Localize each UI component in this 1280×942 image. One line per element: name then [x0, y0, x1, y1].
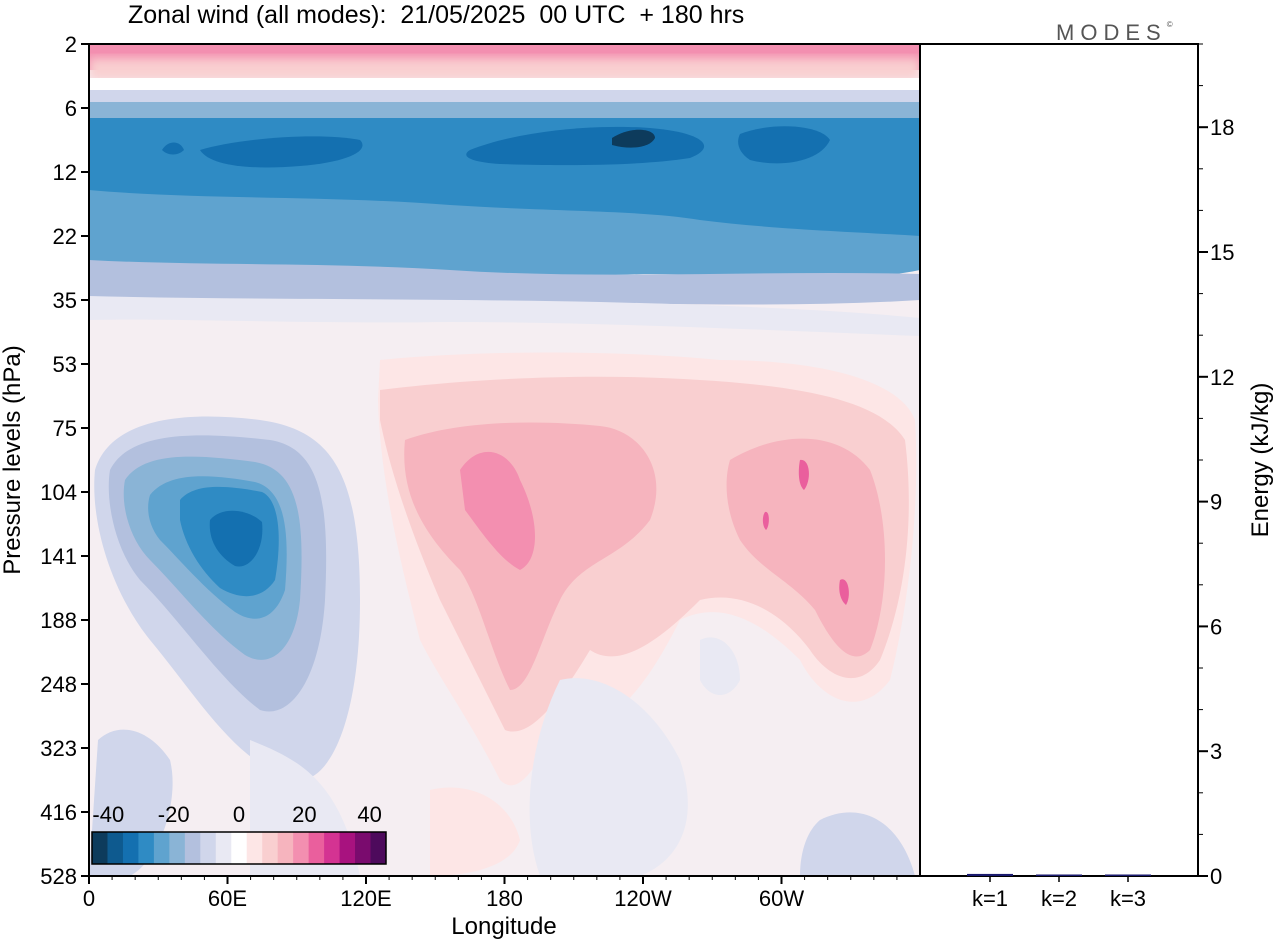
colorbar-swatch [215, 832, 232, 864]
energy-tick-label: 0 [1210, 864, 1222, 889]
colorbar-frame [91, 831, 387, 865]
energy-tick-label: 15 [1210, 240, 1234, 265]
energy-bar [1105, 874, 1151, 876]
x-tick-label: 60E [208, 886, 247, 911]
energy-category-label: k=1 [972, 886, 1008, 911]
energy-panel-frame [919, 43, 1199, 877]
modes-logo: MODES© [1056, 20, 1173, 45]
energy-tick-label: 6 [1210, 614, 1222, 639]
x-axis-ticks: 0 60E 120E 180 120W 60W [83, 876, 898, 911]
x-tick-label: 120W [614, 886, 672, 911]
colorbar-swatch [262, 832, 279, 864]
colorbar-swatch [231, 832, 248, 864]
y-tick-label: 528 [40, 864, 77, 889]
colorbar-labels: -40 -20 0 20 40 [92, 802, 381, 827]
colorbar-swatch [339, 832, 356, 864]
colorbar-label: 40 [357, 802, 381, 827]
colorbar-swatch [184, 832, 201, 864]
x-axis-title: Longitude [451, 913, 556, 940]
y-axis-title: Pressure levels (hPa) [0, 345, 26, 574]
energy-tick-label: 12 [1210, 365, 1234, 390]
colorbar-swatch [200, 832, 217, 864]
energy-axis-ticks: 0 3 6 9 12 15 18 [1198, 43, 1234, 889]
colorbar-swatch [355, 832, 372, 864]
y-tick-label: 2 [65, 32, 77, 57]
energy-category-labels: k=1 k=2 k=3 [972, 876, 1146, 911]
x-tick-label: 60W [759, 886, 804, 911]
x-tick-label: 0 [83, 886, 95, 911]
energy-bars [967, 873, 1151, 876]
x-tick-label: 180 [486, 886, 523, 911]
chart-title: Zonal wind (all modes): 21/05/2025 00 UT… [128, 1, 745, 29]
y-tick-label: 75 [53, 416, 77, 441]
colorbar-swatch [293, 832, 310, 864]
colorbar-swatch [107, 832, 124, 864]
colorbar-swatch [277, 832, 294, 864]
energy-bar [967, 873, 1013, 876]
wind-field [89, 44, 920, 876]
y-tick-label: 416 [40, 800, 77, 825]
y-tick-label: 104 [40, 480, 77, 505]
y-tick-label: 141 [40, 544, 77, 569]
y-tick-label: 6 [65, 96, 77, 121]
y-axis-ticks: 2 6 12 22 35 53 75 104 141 188 248 323 416 528 [40, 32, 89, 889]
colorbar-swatch [92, 832, 108, 864]
colorbar-swatch [169, 832, 186, 864]
colorbar-swatch [370, 832, 387, 864]
energy-tick-label: 9 [1210, 490, 1222, 515]
colorbar-label: 20 [292, 802, 316, 827]
energy-bar [1036, 874, 1082, 876]
colorbar-swatch [308, 832, 325, 864]
energy-axis-title: Energy (kJ/kg) [1247, 383, 1274, 538]
x-tick-label: 120E [340, 886, 391, 911]
colorbar [91, 831, 387, 865]
colorbar-label: -20 [158, 802, 190, 827]
y-tick-label: 188 [40, 608, 77, 633]
y-tick-label: 53 [53, 352, 77, 377]
colorbar-swatch [153, 832, 170, 864]
y-tick-label: 12 [53, 160, 77, 185]
colorbar-swatch [246, 832, 263, 864]
y-tick-label: 22 [53, 224, 77, 249]
energy-tick-label: 18 [1210, 115, 1234, 140]
colorbar-swatch [138, 832, 155, 864]
energy-category-label: k=2 [1041, 886, 1077, 911]
energy-category-label: k=3 [1110, 886, 1146, 911]
y-tick-label: 35 [53, 288, 77, 313]
colorbar-swatch [122, 832, 139, 864]
y-tick-label: 323 [40, 736, 77, 761]
y-tick-label: 248 [40, 672, 77, 697]
energy-tick-label: 3 [1210, 739, 1222, 764]
colorbar-label: 0 [233, 802, 245, 827]
colorbar-swatch [324, 832, 341, 864]
colorbar-label: -40 [92, 802, 124, 827]
